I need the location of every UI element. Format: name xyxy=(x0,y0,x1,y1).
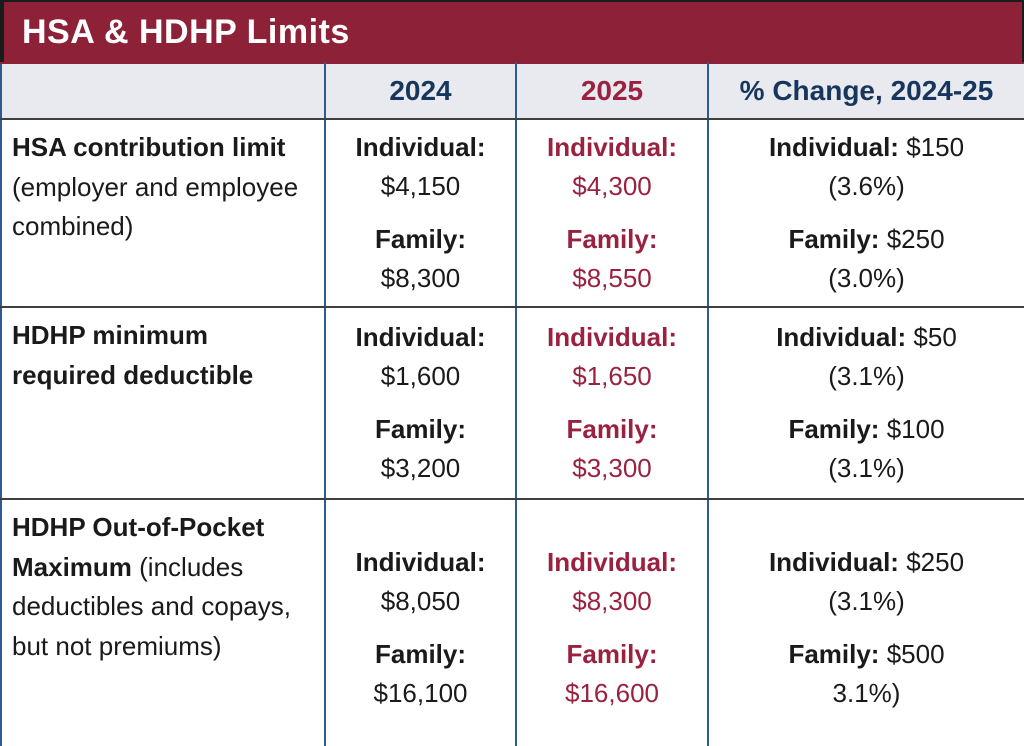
row-label-bold: HDHP Out-of-Pocket Maximum xyxy=(12,512,265,582)
individual-value: $1,650 xyxy=(572,361,652,391)
family-value: $3,300 xyxy=(572,453,652,483)
family-change: Family: $500 3.1%) xyxy=(719,635,1014,713)
cell-2024: Individual: $4,150 Family: $8,300 xyxy=(324,118,517,308)
row-label: HSA contribution limit (employer and emp… xyxy=(0,118,326,308)
family-change-amount: $250 xyxy=(886,224,945,254)
cell-pct-change: Individual: $50 (3.1%) Family: $100 (3.1… xyxy=(707,306,1024,500)
individual-change-pct: (3.1%) xyxy=(828,361,905,391)
family-label: Family: xyxy=(788,639,880,669)
family-value: $8,300 xyxy=(380,263,461,293)
family-change-amount: $500 xyxy=(886,639,945,669)
individual-pair: Individual: $8,300 xyxy=(527,543,697,621)
header-empty-cell xyxy=(0,62,326,120)
family-label: Family: xyxy=(788,224,880,254)
individual-change: Individual: $150 (3.6%) xyxy=(719,128,1014,206)
row-label-rest: (employer and employee combined) xyxy=(12,171,299,242)
individual-value: $4,300 xyxy=(572,171,652,201)
individual-value: $4,150 xyxy=(380,171,461,201)
individual-value: $8,050 xyxy=(380,586,461,616)
individual-label: Individual: xyxy=(547,547,677,577)
individual-label: Individual: xyxy=(768,132,899,162)
family-change-pct: (3.0%) xyxy=(828,263,905,293)
page-title: HSA & HDHP Limits xyxy=(22,12,350,51)
table-row-hdhp-deductible: HDHP minimum required deductible Individ… xyxy=(0,306,1024,500)
individual-change: Individual: $250 (3.1%) xyxy=(719,543,1014,621)
cell-pct-change: Individual: $150 (3.6%) Family: $250 (3.… xyxy=(707,118,1024,308)
row-label: HDHP minimum required deductible xyxy=(0,306,326,500)
individual-change-amount: $250 xyxy=(906,547,965,577)
family-pair: Family: $8,300 xyxy=(336,220,505,298)
family-label: Family: xyxy=(374,224,467,254)
individual-value: $8,300 xyxy=(572,586,652,616)
individual-value: $1,600 xyxy=(380,361,461,391)
individual-pair: Individual: $4,300 xyxy=(527,128,697,206)
row-label-bold: HSA contribution limit xyxy=(12,132,286,162)
individual-change-pct: (3.1%) xyxy=(828,586,905,616)
cell-2025: Individual: $4,300 Family: $8,550 xyxy=(515,118,709,308)
individual-pair: Individual: $1,600 xyxy=(336,318,505,396)
family-value: $16,600 xyxy=(565,678,659,708)
table-title-bar: HSA & HDHP Limits xyxy=(0,0,1024,62)
family-pair: Family: $16,600 xyxy=(527,635,697,713)
individual-label: Individual: xyxy=(768,547,899,577)
header-2024: 2024 xyxy=(324,62,517,120)
individual-label: Individual: xyxy=(547,322,677,352)
cell-2024: Individual: $8,050 Family: $16,100 xyxy=(324,498,517,746)
row-label-rest: (includes deductibles and copays, but no… xyxy=(12,551,291,661)
family-change-amount: $100 xyxy=(886,414,945,444)
cell-2025: Individual: $1,650 Family: $3,300 xyxy=(515,306,709,500)
cell-2025: Individual: $8,300 Family: $16,600 xyxy=(515,498,709,746)
family-change: Family: $250 (3.0%) xyxy=(719,220,1014,298)
table-row-hdhp-oop-max: HDHP Out-of-Pocket Maximum (includes ded… xyxy=(0,498,1024,746)
individual-change-amount: $50 xyxy=(913,322,957,352)
family-change-pct: (3.1%) xyxy=(828,453,905,483)
row-label: HDHP Out-of-Pocket Maximum (includes ded… xyxy=(0,498,326,746)
row-label-bold: HDHP minimum required deductible xyxy=(12,320,254,390)
header-2025: 2025 xyxy=(515,62,709,120)
family-pair: Family: $3,200 xyxy=(336,410,505,488)
individual-change-pct: (3.6%) xyxy=(828,171,905,201)
family-label: Family: xyxy=(566,224,658,254)
cell-pct-change: Individual: $250 (3.1%) Family: $500 3.1… xyxy=(707,498,1024,746)
family-pair: Family: $16,100 xyxy=(336,635,505,713)
individual-pair: Individual: $4,150 xyxy=(336,128,505,206)
family-value: $3,200 xyxy=(380,453,461,483)
family-change-pct: 3.1%) xyxy=(832,678,901,708)
individual-change: Individual: $50 (3.1%) xyxy=(719,318,1014,396)
individual-label: Individual: xyxy=(355,547,486,577)
family-label: Family: xyxy=(566,639,658,669)
family-value: $8,550 xyxy=(572,263,652,293)
family-label: Family: xyxy=(566,414,658,444)
hsa-hdhp-limits-table: 2024 2025 % Change, 2024-25 HSA contribu… xyxy=(0,62,1024,746)
individual-label: Individual: xyxy=(776,322,907,352)
cell-2024: Individual: $1,600 Family: $3,200 xyxy=(324,306,517,500)
individual-label: Individual: xyxy=(355,322,486,352)
individual-pair: Individual: $8,050 xyxy=(336,543,505,621)
header-row: 2024 2025 % Change, 2024-25 xyxy=(0,62,1024,120)
individual-label: Individual: xyxy=(355,132,486,162)
header-pct-change: % Change, 2024-25 xyxy=(707,62,1024,120)
individual-change-amount: $150 xyxy=(906,132,965,162)
table-row-hsa-contribution: HSA contribution limit (employer and emp… xyxy=(0,118,1024,308)
family-label: Family: xyxy=(788,414,880,444)
individual-label: Individual: xyxy=(547,132,677,162)
family-label: Family: xyxy=(374,414,467,444)
family-pair: Family: $8,550 xyxy=(527,220,697,298)
family-label: Family: xyxy=(374,639,467,669)
family-value: $16,100 xyxy=(373,678,468,708)
individual-pair: Individual: $1,650 xyxy=(527,318,697,396)
family-change: Family: $100 (3.1%) xyxy=(719,410,1014,488)
family-pair: Family: $3,300 xyxy=(527,410,697,488)
